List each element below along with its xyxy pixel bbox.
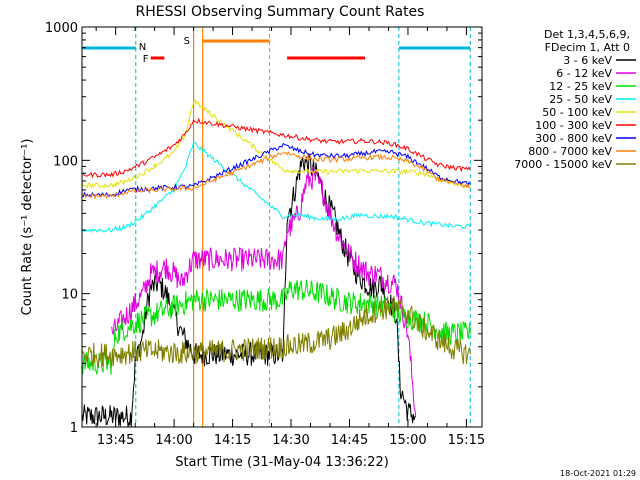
series-line-1 — [81, 153, 416, 428]
legend-label: 12 - 25 keV — [549, 80, 612, 93]
x-tick-label: 14:00 — [155, 433, 192, 448]
series-line-7 — [81, 142, 471, 198]
marker-layer: NF S — [82, 27, 471, 427]
y-axis-label: Count Rate (s⁻¹ detector⁻¹) — [20, 139, 35, 316]
x-tick-label: 14:45 — [331, 433, 368, 448]
x-tick-label: 14:30 — [272, 433, 309, 448]
legend-label: 100 - 300 keV — [535, 119, 612, 132]
legend-header: FDecim 1, Att 0 — [545, 41, 630, 54]
legend-label: 300 - 800 keV — [535, 132, 612, 145]
series-layer — [81, 99, 471, 428]
series-line-6 — [81, 117, 471, 179]
annotation-f: F — [143, 54, 149, 65]
series-line-4 — [81, 140, 471, 234]
legend-label: 3 - 6 keV — [563, 54, 612, 67]
annotation-n: N — [139, 42, 146, 53]
series-line-3 — [81, 279, 471, 375]
series-line-8 — [81, 151, 471, 200]
series-line-2 — [111, 166, 417, 417]
x-tick-label: 14:15 — [214, 433, 251, 448]
y-axis: 1 10 100 1000 — [45, 21, 482, 436]
y-tick-label: 1 — [70, 421, 78, 436]
legend-header: Det 1,3,4,5,6,9, — [544, 28, 630, 41]
x-axis-label: Start Time (31-May-04 13:36:22) — [175, 455, 389, 470]
x-axis: 13:45 14:00 14:15 14:30 14:45 15:00 15:15 — [95, 27, 485, 448]
y-tick-label: 10 — [61, 288, 78, 303]
plot-frame — [81, 26, 483, 428]
legend-label: 7000 - 15000 keV — [514, 158, 612, 171]
legend: Det 1,3,4,5,6,9,FDecim 1, Att 03 - 6 keV… — [514, 28, 636, 171]
legend-label: 50 - 100 keV — [542, 106, 612, 119]
footer-date: 18-Oct-2021 01:29 — [560, 469, 636, 478]
legend-label: 800 - 7000 keV — [528, 145, 612, 158]
legend-label: 6 - 12 keV — [556, 67, 612, 80]
series-line-9 — [81, 296, 471, 368]
x-tick-label: 15:00 — [389, 433, 426, 448]
annotation-s: S — [184, 36, 190, 47]
y-tick-label: 1000 — [45, 21, 78, 36]
series-line-5 — [81, 99, 471, 189]
x-tick-label: 15:15 — [448, 433, 485, 448]
x-tick-label: 13:45 — [97, 433, 134, 448]
y-tick-label: 100 — [53, 154, 78, 169]
chart-title: RHESSI Observing Summary Count Rates — [136, 4, 425, 20]
legend-label: 25 - 50 keV — [549, 93, 612, 106]
